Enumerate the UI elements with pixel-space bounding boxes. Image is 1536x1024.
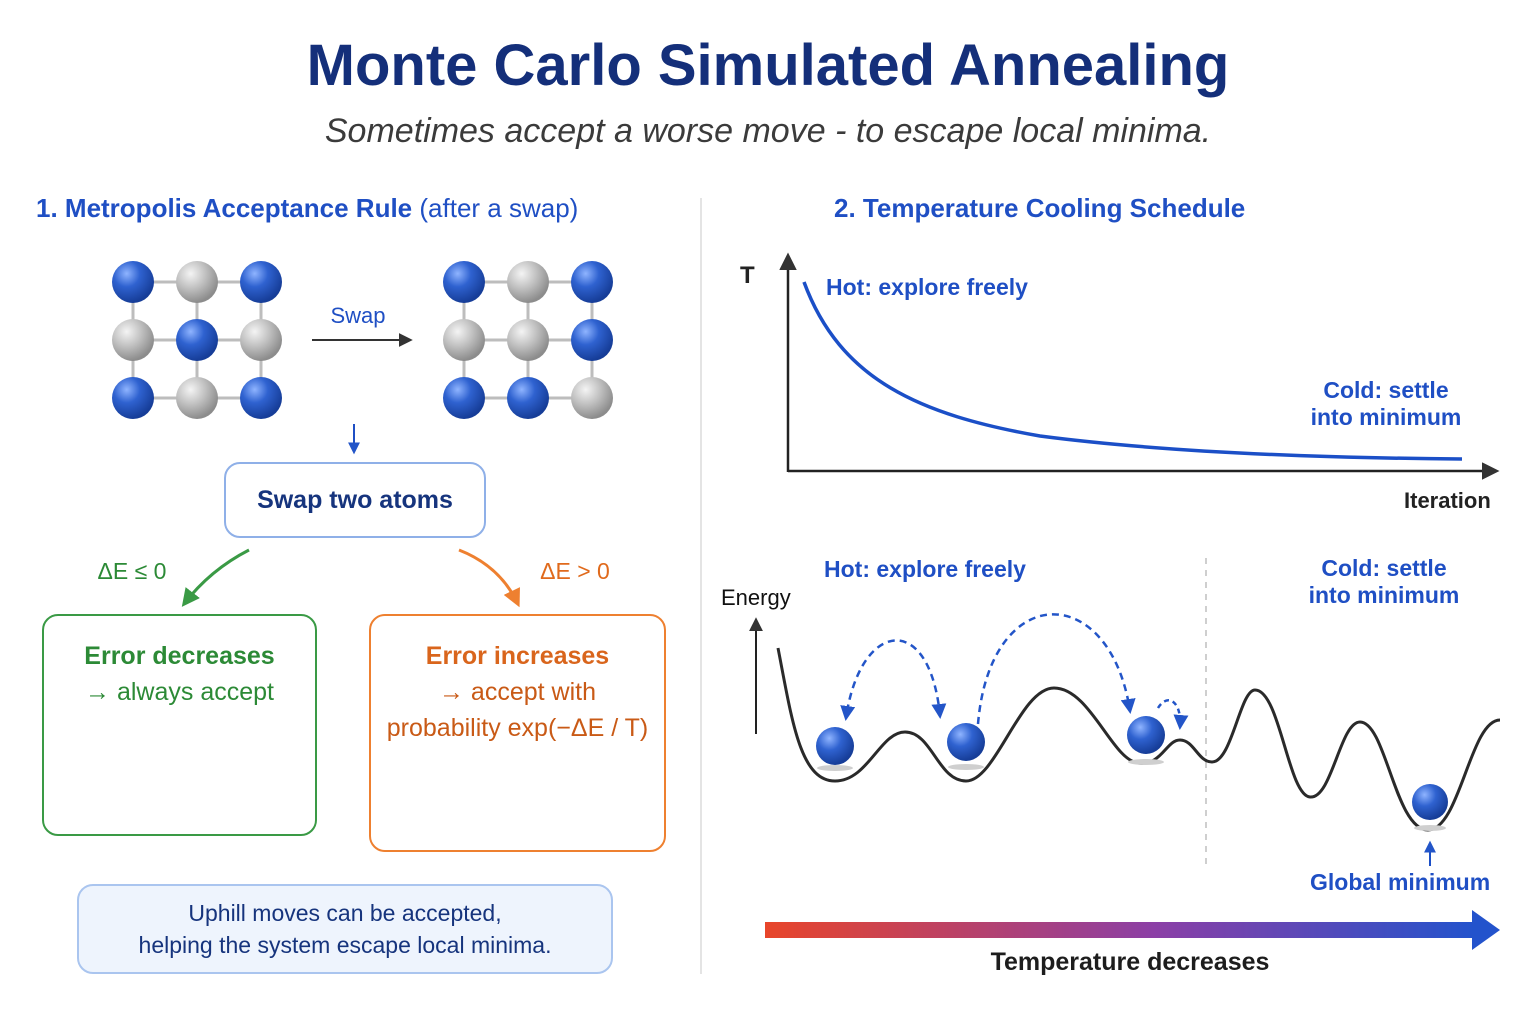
before-atom-gray bbox=[112, 319, 154, 361]
before-atom-gray bbox=[240, 319, 282, 361]
before-atom-blue bbox=[240, 261, 282, 303]
after-atom-blue bbox=[443, 377, 485, 419]
lattice-before bbox=[112, 261, 282, 419]
energy-cold-label: Cold: settle into minimum bbox=[1294, 555, 1474, 609]
section-2-title: 2. Temperature Cooling Schedule bbox=[834, 193, 1246, 223]
positive-delta-label: ΔE > 0 bbox=[540, 558, 610, 584]
lattice-after bbox=[443, 261, 613, 419]
after-atom-gray bbox=[507, 319, 549, 361]
energy-curve bbox=[776, 647, 1501, 832]
energy-cold-line-1: Cold: settle bbox=[1321, 555, 1447, 581]
after-atom-blue bbox=[507, 377, 549, 419]
ball-1 bbox=[816, 727, 854, 765]
cooling-cold-label: Cold: settle into minimum bbox=[1296, 377, 1476, 431]
ball-2 bbox=[947, 723, 985, 761]
after-atom-gray bbox=[507, 261, 549, 303]
negative-delta-label: ΔE ≤ 0 bbox=[98, 558, 167, 584]
accept-line-1: Error decreases bbox=[84, 642, 275, 670]
global-minimum-label: Global minimum bbox=[1310, 869, 1491, 895]
note-line-2: helping the system escape local minima. bbox=[138, 932, 552, 958]
jump-arrow-1 bbox=[840, 639, 947, 721]
section-1-title-main: 1. Metropolis Acceptance Rule bbox=[36, 193, 413, 223]
energy-y-label: Energy bbox=[721, 585, 791, 610]
before-atom-blue bbox=[112, 377, 154, 419]
temperature-gradient-arrow bbox=[765, 910, 1500, 950]
after-atom-gray bbox=[571, 377, 613, 419]
after-atom-gray bbox=[443, 319, 485, 361]
jump-arrow-3 bbox=[1156, 699, 1189, 730]
accept-box: Error decreases → always accept bbox=[42, 614, 317, 836]
energy-landscape-chart bbox=[749, 558, 1501, 866]
page-title: Monte Carlo Simulated Annealing bbox=[306, 33, 1230, 98]
ball-global-minimum bbox=[1412, 784, 1448, 820]
before-atom-blue bbox=[240, 377, 282, 419]
cooling-y-label: T bbox=[740, 262, 755, 289]
cooling-curve bbox=[802, 281, 1463, 461]
section-1-title-paren: (after a swap) bbox=[419, 193, 579, 223]
temperature-decreases-label: Temperature decreases bbox=[990, 948, 1270, 976]
cooling-chart bbox=[779, 252, 1500, 480]
swap-label: Swap bbox=[330, 303, 385, 328]
after-atom-blue bbox=[443, 261, 485, 303]
swap-two-atoms-box: Swap two atoms bbox=[224, 462, 486, 538]
energy-hot-label: Hot: explore freely bbox=[824, 556, 1026, 582]
section-1-title: 1. Metropolis Acceptance Rule (after a s… bbox=[36, 193, 578, 224]
before-atom-blue bbox=[112, 261, 154, 303]
after-atom-blue bbox=[571, 261, 613, 303]
accept-line-2: → always accept bbox=[85, 678, 274, 706]
reject-line-2: → accept with bbox=[438, 678, 596, 706]
jump-arrow-2 bbox=[976, 613, 1136, 725]
reject-branch-arrow bbox=[458, 548, 520, 608]
cooling-cold-line-2: into minimum bbox=[1310, 404, 1462, 430]
probabilistic-accept-box: Error increases → accept with probabilit… bbox=[369, 614, 666, 852]
reject-line-1: Error increases bbox=[425, 642, 610, 670]
energy-cold-line-2: into minimum bbox=[1308, 582, 1460, 608]
note-line-1: Uphill moves can be accepted, bbox=[188, 900, 502, 926]
note-box: Uphill moves can be accepted, helping th… bbox=[77, 884, 613, 974]
accept-branch-arrow bbox=[181, 548, 250, 607]
before-atom-gray bbox=[176, 377, 218, 419]
before-atom-gray bbox=[176, 261, 218, 303]
cooling-cold-line-1: Cold: settle bbox=[1323, 377, 1449, 403]
before-atom-blue bbox=[176, 319, 218, 361]
reject-line-3: probability exp(−ΔE / T) bbox=[386, 714, 649, 742]
cooling-x-label: Iteration bbox=[1404, 488, 1491, 513]
cooling-hot-label: Hot: explore freely bbox=[826, 274, 1028, 300]
section-divider bbox=[700, 198, 702, 974]
ball-3 bbox=[1127, 716, 1165, 754]
page-subtitle: Sometimes accept a worse move - to escap… bbox=[324, 112, 1212, 150]
after-atom-blue bbox=[571, 319, 613, 361]
